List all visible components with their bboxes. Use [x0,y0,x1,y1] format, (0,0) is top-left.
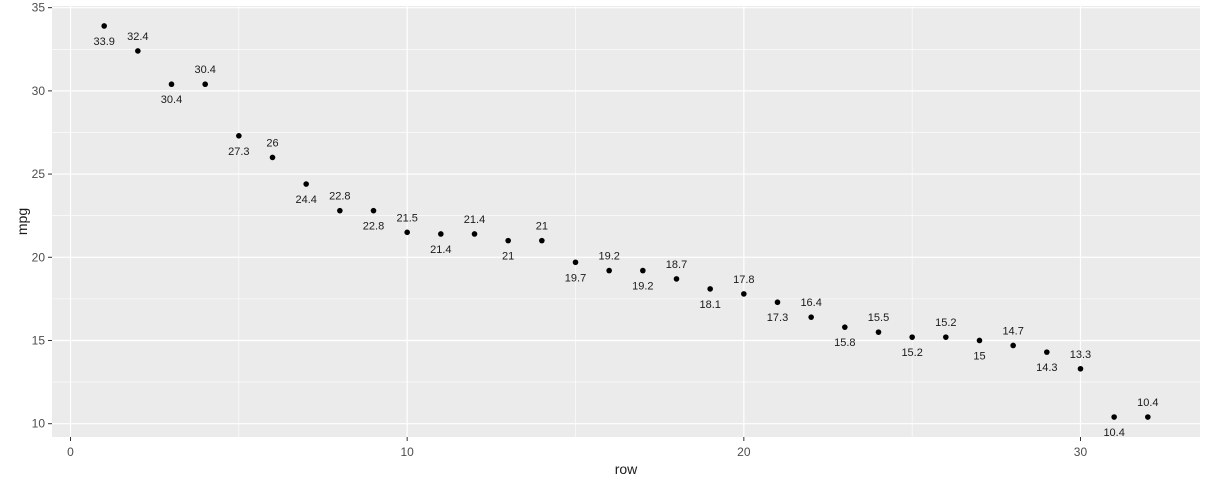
data-label: 10.4 [1103,427,1124,439]
data-point [168,81,175,88]
data-label: 19.2 [632,281,653,293]
data-label: 15.2 [901,347,922,359]
y-tick-label: 30 [32,84,46,98]
data-label: 21.4 [464,214,485,226]
data-label: 19.7 [565,272,586,284]
y-tick-label: 35 [32,1,46,15]
data-label: 30.4 [161,94,182,106]
x-tick-label: 0 [67,445,74,459]
data-point [1145,414,1151,420]
data-point [539,237,545,244]
data-label: 26 [266,137,278,149]
data-point [943,334,949,340]
data-point [1010,342,1016,349]
y-axis-title: mpg [14,208,30,235]
data-label: 19.2 [598,251,619,263]
data-point [236,132,242,139]
data-point [606,267,612,274]
data-label: 18.1 [699,299,720,311]
data-label: 21.4 [430,244,451,256]
data-label: 14.3 [1036,362,1057,374]
data-points [101,23,1151,420]
data-label: 14.7 [1002,325,1023,337]
data-point [1077,365,1084,372]
data-label: 13.3 [1070,349,1091,361]
data-label: 24.4 [295,194,316,206]
data-labels: 33.9 32.4 30.4 30.4 27.3 26 24.4 22.8 22.8 21.5 21… [93,31,1158,439]
data-point [404,229,410,236]
data-point [202,81,208,88]
data-point [673,276,680,282]
data-label: 15 [973,350,985,362]
data-label: 22.8 [329,191,350,203]
data-point [438,231,444,237]
x-tick-label: 30 [1074,445,1088,459]
data-point [976,337,983,344]
x-tick-label: 20 [737,445,751,459]
major-gridlines [52,6,1200,437]
x-axis: 0 10 20 30 [67,437,1087,459]
x-tick-label: 10 [400,445,414,459]
data-point [572,259,579,266]
data-label: 18.7 [666,259,687,271]
data-label: 10.4 [1137,397,1158,409]
data-label: 21 [536,221,548,233]
data-label: 17.8 [733,274,754,286]
data-label: 21 [502,251,514,263]
data-label: 30.4 [194,64,215,76]
data-point [808,314,814,320]
data-point [337,207,343,214]
data-label: 15.5 [868,312,889,324]
data-label: 32.4 [127,31,148,43]
data-point [1111,414,1117,420]
data-label: 27.3 [228,146,249,158]
y-tick-label: 25 [32,167,46,181]
data-point [875,329,882,335]
data-point [505,237,511,244]
data-point [909,334,915,340]
x-axis-title: row [615,461,638,477]
data-label: 22.8 [363,221,384,233]
data-point [370,207,377,214]
data-point [1044,349,1050,355]
data-point [842,324,848,330]
data-point [640,267,646,274]
data-point [741,291,747,297]
y-tick-label: 20 [32,250,46,264]
y-tick-label: 15 [32,333,46,347]
data-label: 16.4 [800,297,821,309]
data-label: 21.5 [396,212,417,224]
data-label: 33.9 [93,36,114,48]
y-axis: 10 15 20 25 30 35 [32,1,52,431]
plot-panel [52,6,1200,437]
minor-gridlines [52,6,1200,437]
data-label: 15.8 [834,337,855,349]
data-point [269,154,276,161]
data-point [707,286,713,292]
y-tick-label: 10 [32,417,46,431]
data-label: 17.3 [767,312,788,324]
data-point [774,299,781,306]
data-label: 15.2 [935,317,956,329]
data-point [135,48,141,54]
data-point [303,181,309,187]
data-point [471,231,478,237]
data-point [101,23,107,29]
